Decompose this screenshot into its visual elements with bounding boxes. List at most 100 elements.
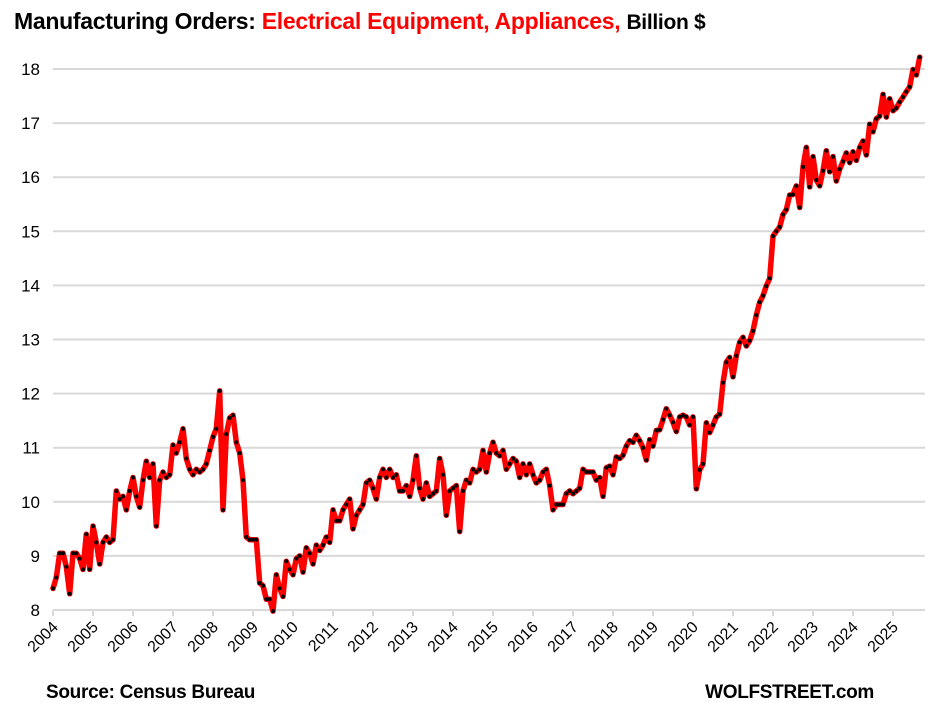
data-point [74,551,79,556]
data-point [274,572,279,577]
data-point [817,183,822,188]
x-tick-label: 2023 [785,619,822,656]
data-point [244,534,249,539]
data-point [911,67,915,72]
data-point [834,178,839,183]
data-point [684,414,689,419]
data-point [161,470,165,475]
data-point [571,491,575,496]
data-point [857,145,862,150]
data-point [184,456,189,461]
data-point [127,488,132,493]
data-point [341,507,345,512]
data-point [781,212,785,217]
data-point [324,534,329,539]
data-point [651,444,655,449]
data-point [141,478,145,483]
data-point [861,138,865,143]
data-point [221,507,225,512]
data-point [577,486,582,491]
data-point [121,494,125,499]
data-point [144,459,149,464]
data-point [477,467,482,472]
data-point [137,505,142,510]
data-point [447,488,452,493]
data-point [214,426,219,431]
data-point [114,488,119,493]
data-point [224,432,229,437]
data-point [541,470,545,475]
data-point [664,406,669,411]
x-tick-label: 2018 [585,619,622,656]
data-point [397,488,402,493]
data-point [754,313,759,318]
data-point [84,532,89,537]
x-tick-label: 2019 [625,619,662,656]
data-point [227,415,232,420]
title-main: Manufacturing Orders: [14,8,262,34]
data-point [421,497,425,502]
data-point [821,168,825,173]
y-tick-label: 11 [22,439,40,458]
x-tick-label: 2009 [225,619,262,656]
data-point [514,459,519,464]
data-point [884,115,889,120]
title-unit: Billion $ [626,11,706,34]
data-point [517,475,522,480]
data-point [271,609,275,614]
data-point [674,429,679,434]
x-tick-label: 2006 [105,619,142,656]
data-point [207,448,212,453]
data-point [204,461,209,466]
data-point [197,470,202,475]
data-point [387,467,392,472]
data-point [61,551,65,556]
data-point [97,562,102,567]
data-point [484,470,489,475]
data-point [474,470,479,475]
x-tick-label: 2011 [305,619,341,655]
data-point [234,440,239,445]
y-tick-label: 12 [21,385,40,404]
chart-title: Manufacturing Orders: Electrical Equipme… [14,8,706,35]
data-point [374,497,379,502]
data-point [871,129,875,134]
x-tick-label: 2005 [65,619,102,656]
data-point [704,420,709,425]
data-point [364,480,369,485]
data-point [424,480,429,485]
data-point [407,494,412,499]
data-point [217,388,222,393]
data-point [567,488,572,493]
data-point [231,413,235,418]
data-point [757,300,762,305]
data-point [807,184,812,189]
data-point [587,470,592,475]
data-point [747,338,752,343]
x-tick-label: 2024 [825,619,862,656]
data-point [617,456,622,461]
data-point [487,451,492,456]
data-point [257,580,262,585]
y-axis: 8 9 10 11 12 13 14 15 16 17 18 [21,60,40,620]
data-point [281,594,285,599]
data-point [381,467,385,472]
data-point [237,451,242,456]
data-point [557,502,562,507]
y-tick-label: 10 [21,493,40,512]
data-point [734,353,739,358]
data-point [64,564,69,569]
data-point [694,486,699,491]
data-point [697,467,702,472]
data-point [854,158,859,163]
data-point [411,478,415,483]
data-point [191,472,195,477]
y-tick-label: 8 [31,601,40,620]
data-point [881,92,885,97]
data-point [371,486,375,491]
data-point [401,488,405,493]
data-point [594,478,599,483]
data-point [111,537,115,542]
data-point [671,420,675,425]
